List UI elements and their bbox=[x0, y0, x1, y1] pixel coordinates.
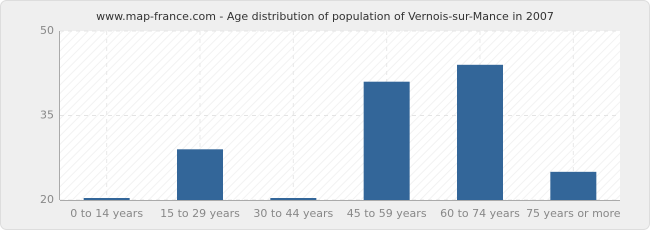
x-tick-label: 15 to 29 years bbox=[160, 207, 240, 220]
x-tick-label: 30 to 44 years bbox=[253, 207, 333, 220]
chart-title: www.map-france.com - Age distribution of… bbox=[96, 10, 554, 23]
chart: www.map-france.com - Age distribution of… bbox=[0, 0, 650, 230]
y-tick-label: 35 bbox=[40, 109, 54, 122]
bar bbox=[177, 149, 223, 200]
y-tick-label: 20 bbox=[40, 193, 54, 206]
bar bbox=[270, 198, 317, 200]
y-tick-label: 50 bbox=[40, 24, 54, 37]
bar bbox=[457, 64, 503, 200]
bar bbox=[550, 171, 597, 200]
x-tick-label: 60 to 74 years bbox=[440, 207, 520, 220]
x-tick-label: 45 to 59 years bbox=[347, 207, 427, 220]
x-tick-label: 75 years or more bbox=[526, 207, 621, 220]
x-tick-label: 0 to 14 years bbox=[70, 207, 143, 220]
bar bbox=[83, 198, 130, 200]
bar bbox=[363, 81, 410, 200]
